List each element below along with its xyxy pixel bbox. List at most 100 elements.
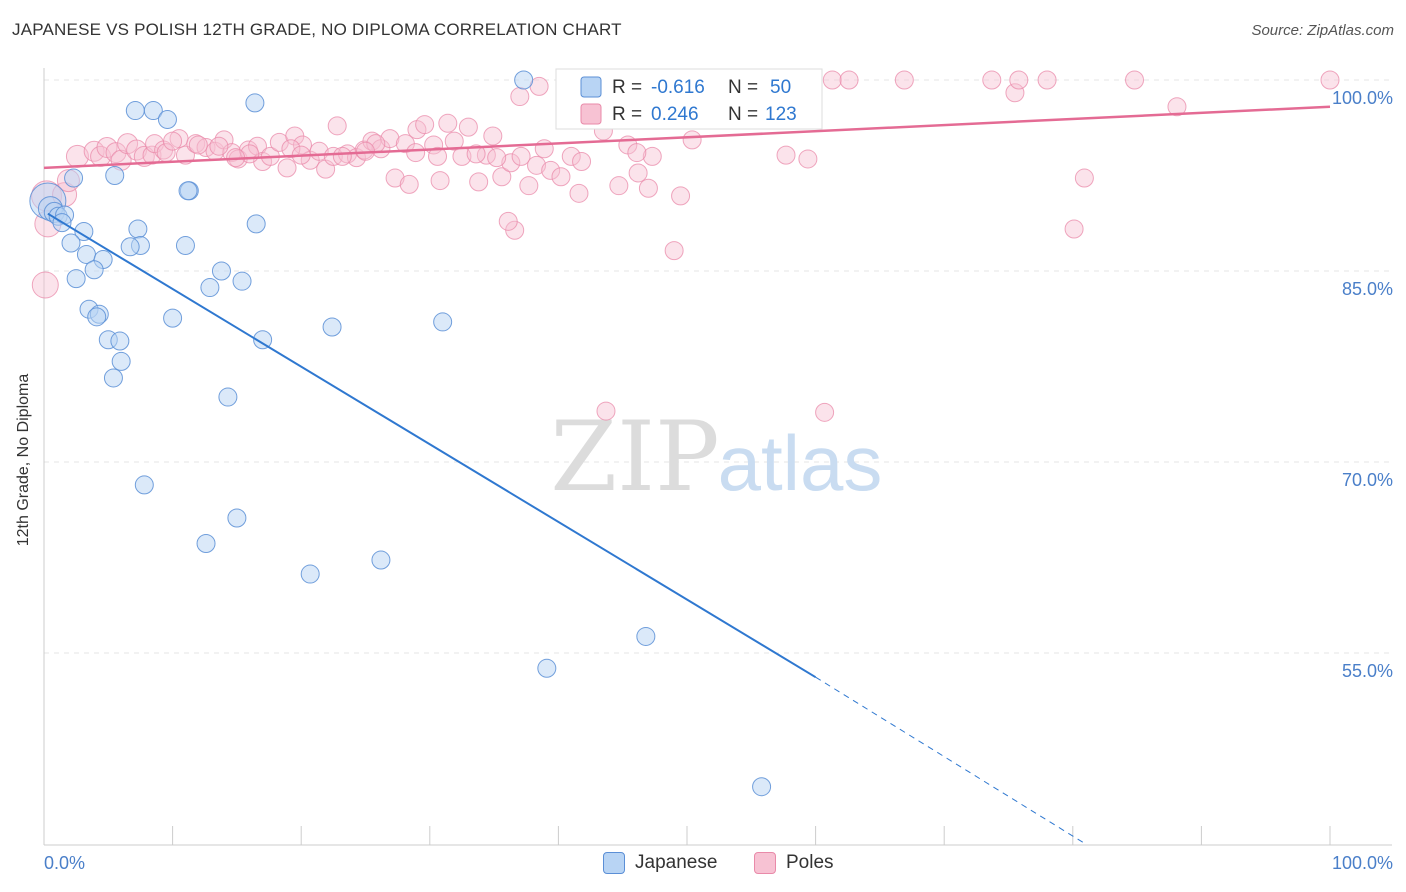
gridlines [44, 79, 1392, 654]
poles-point [466, 144, 486, 164]
watermark-zip: ZIP [550, 401, 719, 513]
poles-point [399, 174, 419, 194]
poles-point [430, 171, 450, 191]
poles-point [534, 139, 554, 159]
trend-lines [43, 105, 1331, 845]
tick-labels: 100.0% 85.0% 70.0% 55.0% 0.0% 100.0% [44, 88, 1393, 873]
japanese-point [232, 271, 252, 291]
poles-point [561, 146, 581, 166]
x-tick-label: 0.0% [44, 853, 85, 873]
poles-point [281, 139, 301, 159]
legend-top-poles-r-label: R = [612, 104, 642, 125]
japanese-point [128, 219, 148, 239]
legend-top-poles-r-value: 0.246 [651, 104, 699, 125]
source-label: Source: ZipAtlas.com [1251, 22, 1394, 39]
japanese-point [157, 109, 177, 129]
poles-point [1167, 97, 1187, 117]
poles-point [458, 117, 478, 137]
japanese-trend-extension [815, 676, 1086, 845]
poles-point [487, 148, 507, 168]
poles-point [815, 402, 835, 422]
poles-point [638, 178, 658, 198]
japanese-point [253, 330, 273, 350]
poles-point [406, 143, 426, 163]
legend-top: R = -0.616 N = 50 R = 0.246 N = 123 [555, 68, 823, 130]
poles-point [1074, 168, 1094, 188]
y-tick-label: 100.0% [1332, 88, 1393, 108]
poles-points [31, 70, 1340, 422]
poles-point [982, 70, 1002, 90]
poles-point [569, 183, 589, 203]
poles-point [385, 168, 405, 188]
poles-point [501, 153, 521, 173]
poles-point [572, 151, 592, 171]
japanese-point [322, 317, 342, 337]
japanese-point [371, 550, 391, 570]
poles-point [483, 126, 503, 146]
y-tick-label: 70.0% [1342, 470, 1393, 490]
legend-top-poles-swatch [580, 103, 602, 125]
legend-label-poles: Poles [786, 852, 834, 873]
japanese-point [120, 237, 140, 257]
poles-point [209, 136, 229, 156]
poles-point [839, 70, 859, 90]
poles-point [822, 70, 842, 90]
japanese-point [537, 658, 557, 678]
poles-point [428, 146, 448, 166]
legend-item-poles[interactable]: Poles [754, 852, 834, 874]
poles-point [1064, 219, 1084, 239]
japanese-point [178, 181, 198, 201]
legend-top-japanese-swatch [580, 76, 602, 98]
japanese-point [300, 564, 320, 584]
poles-point [682, 130, 702, 150]
y-tick-label: 55.0% [1342, 661, 1393, 681]
legend-top-japanese-r-value: -0.616 [651, 77, 705, 98]
japanese-point [200, 278, 220, 298]
japanese-point [636, 626, 656, 646]
japanese-point [66, 269, 86, 289]
japanese-point [163, 308, 183, 328]
poles-point [438, 113, 458, 133]
poles-point [596, 401, 616, 421]
japanese-point [87, 307, 107, 327]
japanese-point [245, 93, 265, 113]
legend-top-japanese-n-label: N = [728, 77, 758, 98]
poles-point [609, 176, 629, 196]
japanese-point [218, 387, 238, 407]
legend-swatch-japanese [603, 852, 625, 874]
japanese-point [196, 533, 216, 553]
x-tick-label: 100.0% [1332, 853, 1393, 873]
japanese-point [211, 261, 231, 281]
japanese-point [134, 475, 154, 495]
poles-point [1125, 70, 1145, 90]
japanese-point [175, 236, 195, 256]
poles-point [188, 135, 208, 155]
poles-point [292, 135, 312, 155]
poles-point [527, 155, 547, 175]
japanese-point [143, 101, 163, 121]
japanese-point [105, 166, 125, 185]
poles-point [511, 146, 531, 166]
japanese-point [246, 214, 266, 234]
poles-point [642, 146, 662, 166]
japanese-point [111, 351, 131, 371]
legend-top-poles-n-label: N = [728, 104, 758, 125]
japanese-point [227, 508, 247, 528]
poles-point [541, 160, 561, 180]
legend-item-japanese[interactable]: Japanese [603, 852, 717, 874]
poles-point [469, 172, 489, 192]
japanese-point [433, 312, 453, 332]
poles-point [1320, 70, 1340, 90]
poles-point [627, 143, 647, 163]
japanese-points [29, 70, 772, 797]
poles-point [31, 271, 59, 299]
legend-top-poles-n-value: 123 [765, 104, 797, 125]
poles-point [327, 116, 347, 136]
watermark-atlas: atlas [718, 419, 883, 507]
japanese-trend-line [47, 212, 817, 679]
poles-point [776, 145, 796, 165]
japanese-point [74, 222, 94, 242]
japanese-point [61, 233, 81, 253]
legend-label-japanese: Japanese [635, 852, 718, 873]
